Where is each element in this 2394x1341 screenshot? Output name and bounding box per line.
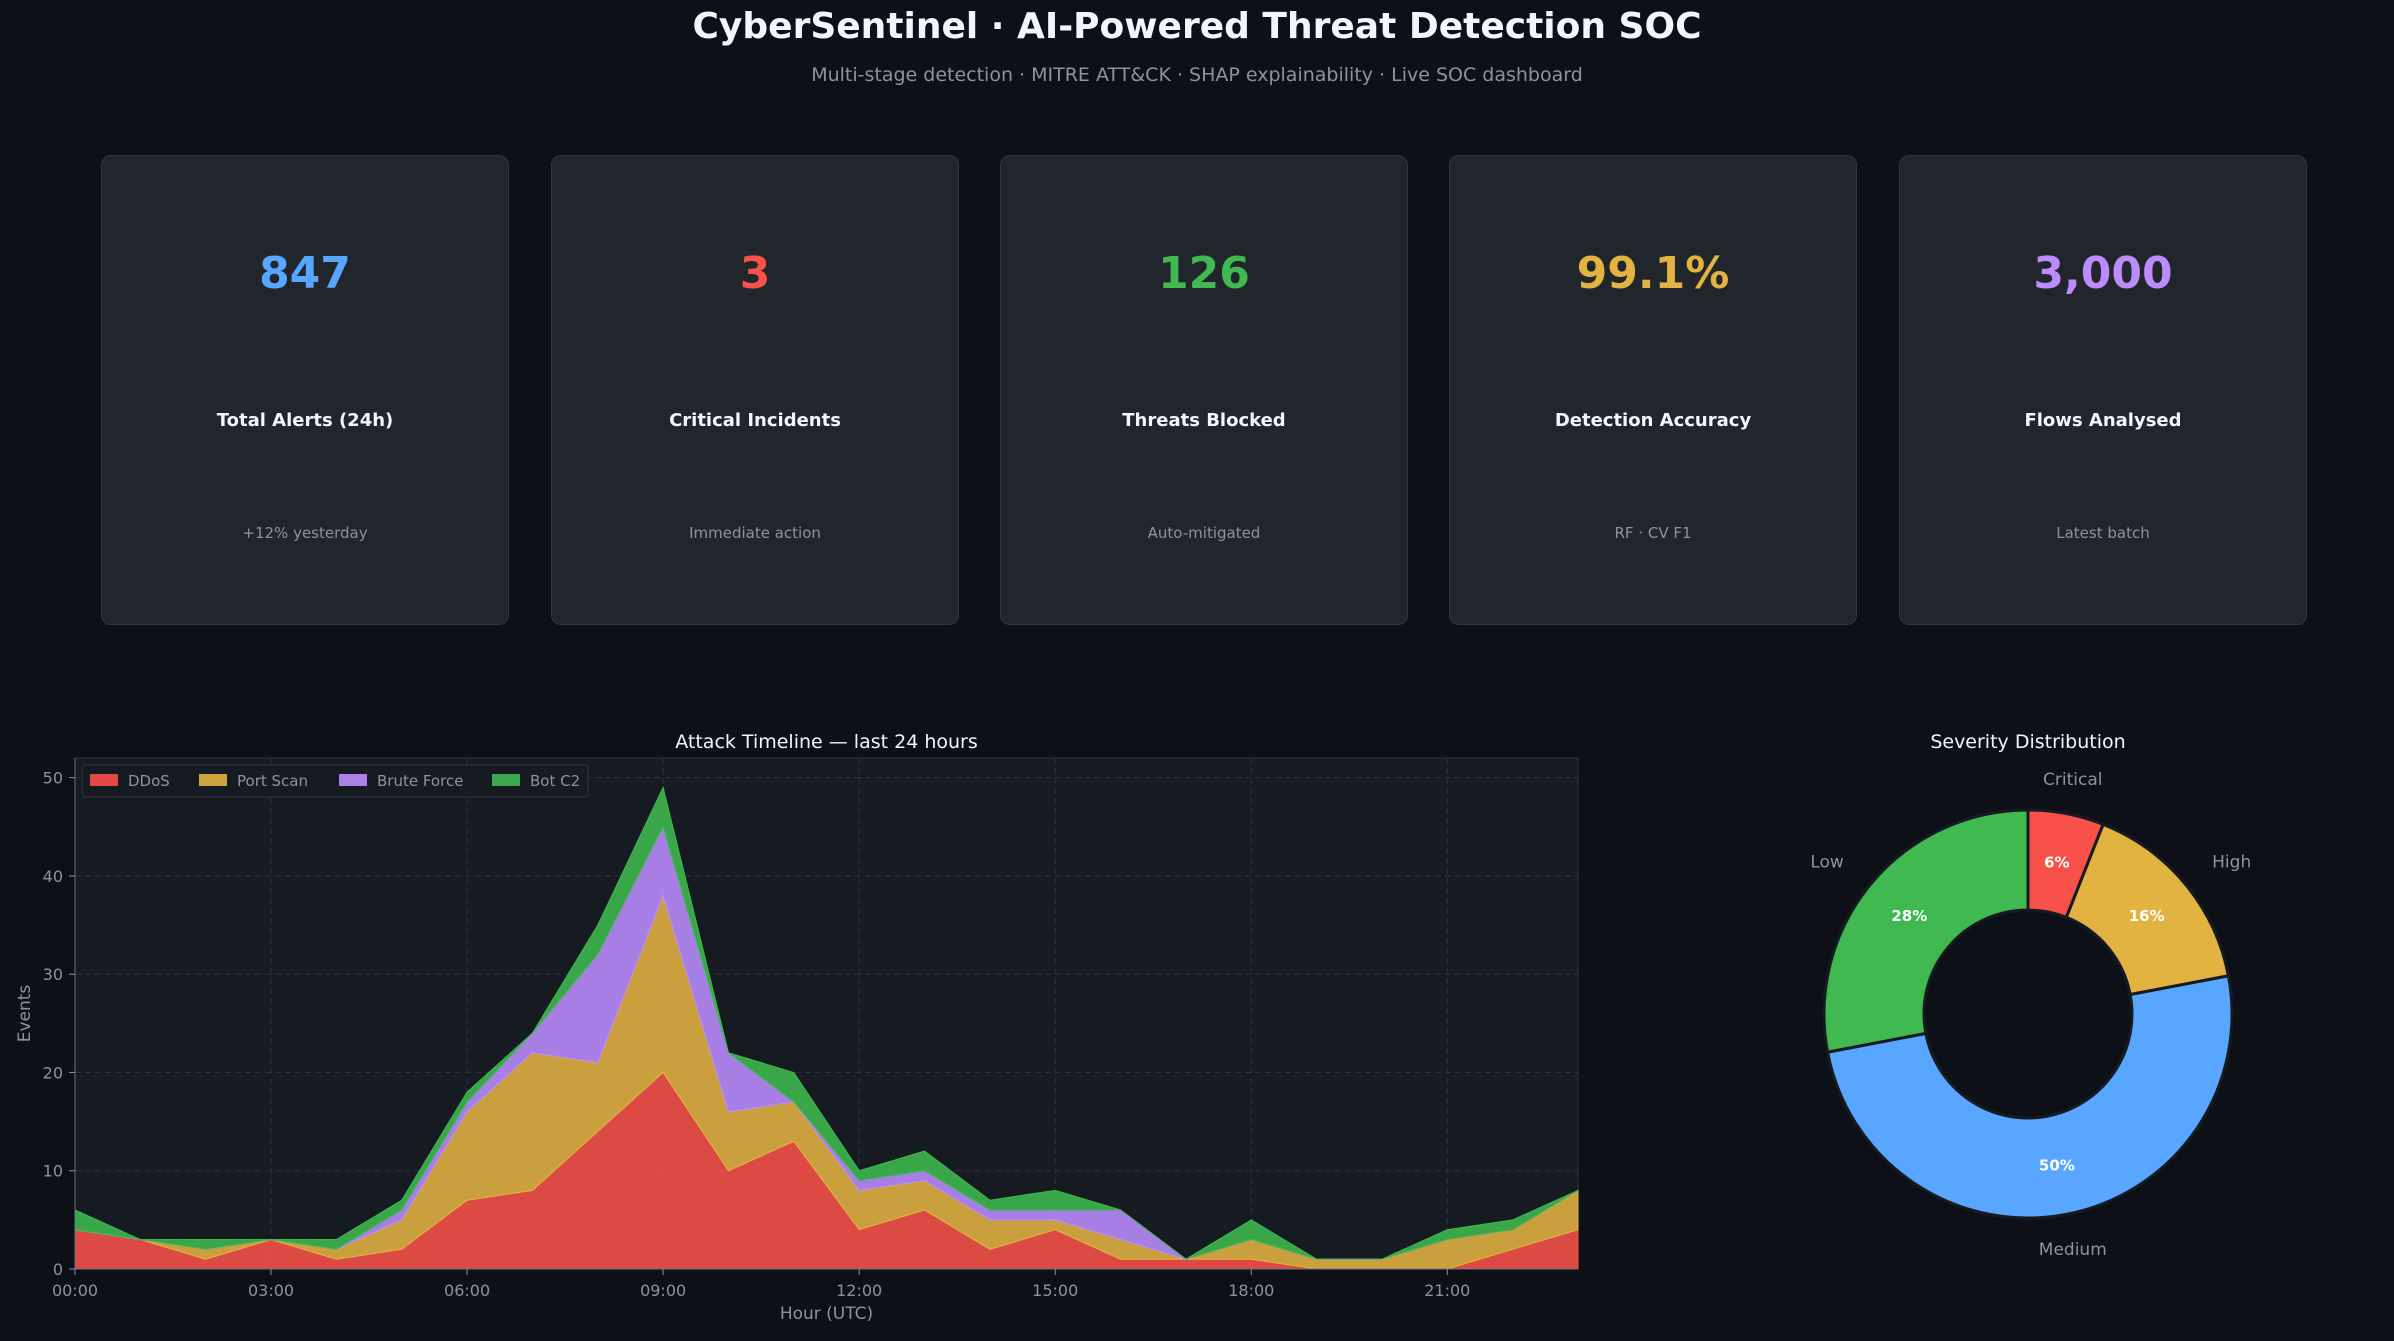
- legend-label: DDoS: [128, 772, 170, 790]
- slice-category-label: Critical: [2043, 770, 2102, 790]
- y-axis-label: Events: [15, 985, 35, 1043]
- severity-donut-chart: Severity Distribution 28% Low 50% Medium 16% H…: [1810, 731, 2251, 1260]
- kpi-label: Total Alerts (24h): [216, 410, 394, 431]
- legend-swatch: [90, 774, 118, 786]
- kpi-card-total-alerts: 847 Total Alerts (24h) +12% yesterday: [101, 155, 509, 625]
- y-tick-label: 30: [43, 965, 63, 984]
- legend-label: Brute Force: [377, 772, 463, 790]
- x-axis-label: Hour (UTC): [780, 1304, 873, 1324]
- slice-category-label: Medium: [2039, 1240, 2107, 1260]
- kpi-card-threats-blocked: 126 Threats Blocked Auto-mitigated: [1000, 155, 1408, 625]
- kpi-value: 126: [1158, 248, 1250, 299]
- chart-title: Severity Distribution: [1930, 731, 2125, 753]
- dashboard-subtitle: Multi-stage detection · MITRE ATT&CK · S…: [811, 64, 1583, 86]
- x-tick-label: 00:00: [52, 1281, 98, 1300]
- kpi-subtext: Immediate action: [689, 524, 821, 542]
- kpi-card-flows-analysed: 3,000 Flows Analysed Latest batch: [1899, 155, 2307, 625]
- donut-slice-critical: [2026, 808, 2106, 920]
- kpi-subtext: +12% yesterday: [242, 524, 368, 542]
- y-tick-label: 20: [43, 1063, 63, 1082]
- area-series-bot-c2: [74, 786, 1579, 1260]
- donut-slice-low: [1822, 808, 2030, 1054]
- x-tick-label: 12:00: [836, 1281, 882, 1300]
- y-tick-label: 50: [43, 769, 63, 788]
- x-tick-label: 06:00: [444, 1281, 490, 1300]
- slice-percent-label: 6%: [2044, 854, 2069, 872]
- legend-swatch: [492, 774, 520, 786]
- kpi-label: Detection Accuracy: [1554, 410, 1752, 431]
- dashboard-title: CyberSentinel · AI-Powered Threat Detect…: [692, 6, 1702, 47]
- legend-label: Port Scan: [237, 772, 308, 790]
- y-tick-label: 10: [43, 1162, 63, 1181]
- kpi-card-critical-incidents: 3 Critical Incidents Immediate action: [551, 155, 959, 625]
- slice-percent-label: 50%: [2039, 1156, 2075, 1174]
- kpi-label: Flows Analysed: [2024, 410, 2182, 431]
- kpi-label: Threats Blocked: [1122, 410, 1286, 431]
- kpi-card-detection-accuracy: 99.1% Detection Accuracy RF · CV F1: [1449, 155, 1857, 625]
- donut-slice-medium: [1825, 974, 2234, 1220]
- slice-category-label: Low: [1810, 853, 1844, 873]
- x-tick-label: 21:00: [1424, 1281, 1470, 1300]
- y-tick-label: 40: [43, 867, 63, 886]
- slice-percent-label: 16%: [2129, 907, 2165, 925]
- kpi-label: Critical Incidents: [669, 410, 841, 431]
- x-tick-label: 03:00: [248, 1281, 294, 1300]
- donut-slice-high: [2064, 822, 2231, 997]
- legend-frame: [81, 764, 589, 798]
- kpi-subtext: RF · CV F1: [1614, 524, 1692, 542]
- x-tick-label: 18:00: [1228, 1281, 1274, 1300]
- legend-swatch: [339, 774, 367, 786]
- chart-legend: DDoS Port Scan Brute Force Bot C2: [81, 764, 589, 798]
- chart-title: Attack Timeline — last 24 hours: [675, 731, 978, 753]
- kpi-value: 99.1%: [1576, 248, 1730, 299]
- legend-label: Bot C2: [530, 772, 580, 790]
- slice-category-label: High: [2212, 853, 2251, 873]
- y-tick-label: 0: [53, 1260, 63, 1279]
- legend-swatch: [199, 774, 227, 786]
- kpi-value: 847: [259, 248, 351, 299]
- kpi-value: 3: [739, 248, 771, 299]
- x-tick-label: 09:00: [640, 1281, 686, 1300]
- attack-timeline-chart: 00:00 03:00 06:00 09:00 12:00 15:00 18:00 21:00…: [15, 731, 1579, 1324]
- kpi-subtext: Auto-mitigated: [1147, 524, 1261, 542]
- kpi-subtext: Latest batch: [2056, 524, 2150, 542]
- slice-percent-label: 28%: [1891, 907, 1927, 925]
- x-tick-label: 15:00: [1032, 1281, 1078, 1300]
- kpi-value: 3,000: [2033, 248, 2173, 299]
